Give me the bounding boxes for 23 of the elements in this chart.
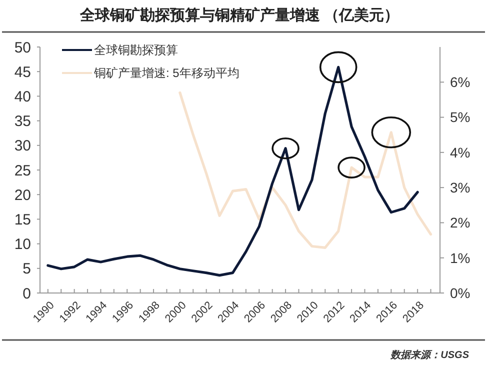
y-tick-label: 45 [14, 64, 31, 81]
y2-tick-label: 0% [450, 284, 470, 301]
chart-title: 全球铜矿勘探预算与铜精矿产量增速 （亿美元） [78, 6, 400, 24]
y2-tick-label: 6% [450, 74, 470, 90]
legend-label: 铜矿产量增速: 5年移动平均 [93, 66, 240, 80]
y2-tick-label: 4% [450, 144, 470, 160]
y-tick-label: 50 [14, 39, 31, 56]
y2-tick-label: 2% [450, 214, 470, 231]
y-tick-label: 30 [14, 138, 31, 155]
y-tick-label: 0 [22, 285, 31, 302]
y-tick-label: 5 [22, 260, 31, 278]
y-tick-label: 20 [14, 186, 31, 204]
source-note: 数据来源：USGS [390, 349, 470, 361]
y-tick-label: 10 [14, 236, 31, 254]
legend-label: 全球铜勘探预算 [94, 43, 178, 58]
y-tick-label: 40 [14, 88, 31, 106]
y-tick-label: 15 [14, 211, 31, 228]
y-tick-label: 35 [14, 113, 31, 130]
y2-tick-label: 1% [450, 250, 470, 266]
y-tick-label: 25 [14, 162, 31, 180]
y2-tick-label: 3% [450, 179, 470, 196]
line-series [178, 91, 432, 249]
y2-tick-label: 5% [450, 109, 470, 126]
